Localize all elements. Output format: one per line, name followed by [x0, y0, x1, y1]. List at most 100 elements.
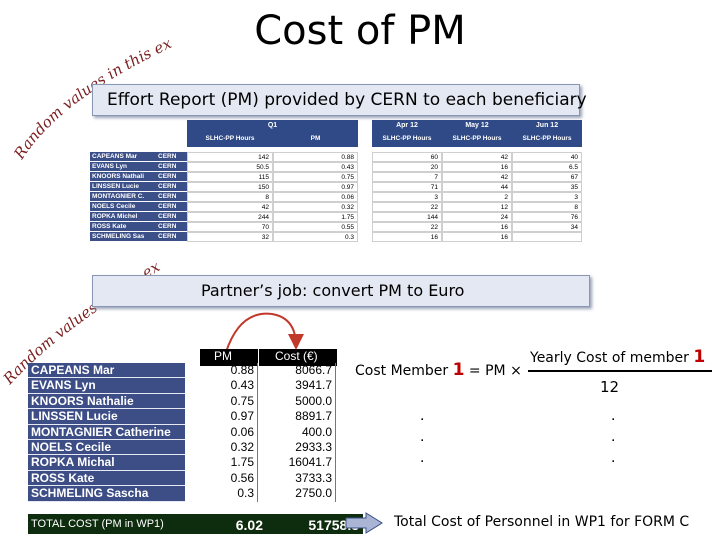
- monthly-cell: 22: [372, 202, 442, 212]
- hours-header: SLHC-PP Hours: [382, 135, 432, 142]
- monthly-cell: 44: [442, 182, 512, 192]
- cost-pm-header: PM: [214, 349, 232, 363]
- q1-cell-inst: CERN: [156, 152, 187, 162]
- cost-cell-cost: 2750.0: [258, 486, 336, 502]
- monthly-cell: 76: [512, 212, 582, 222]
- monthly-cell: 16: [442, 222, 512, 232]
- monthly-cell: 3: [512, 192, 582, 202]
- effort-report-banner-text: Effort Report (PM) provided by CERN to e…: [107, 90, 587, 110]
- q1-cell-pm: 0.75: [273, 172, 358, 182]
- monthly-table-row: 22 12 8: [372, 202, 582, 212]
- monthly-cell: 42: [442, 172, 512, 182]
- month-header: May 12: [465, 122, 489, 129]
- effort-report-banner: Effort Report (PM) provided by CERN to e…: [92, 84, 587, 116]
- q1-table-row: MONTAGNIER C. CERN 8 0.06: [90, 192, 358, 202]
- cost-header: PM Cost (€): [200, 349, 343, 366]
- cost-table-row: ROSS Kate 0.56 3733.3: [28, 470, 336, 487]
- cost-cell-cost: 3941.7: [258, 378, 336, 394]
- cost-table-row: SCHMELING Sascha 0.3 2750.0: [28, 486, 336, 502]
- month-header: Jun 12: [535, 122, 559, 129]
- monthly-cell: 35: [512, 182, 582, 192]
- cost-cell-pm: 0.88: [200, 363, 258, 379]
- fraction-bar: [528, 370, 712, 372]
- monthly-cell: 12: [442, 202, 512, 212]
- cost-table-row: LINSSEN Lucie 0.97 8891.7: [28, 409, 336, 425]
- q1-cell-inst: CERN: [156, 222, 187, 232]
- cost-cell-name: ROSS Kate: [28, 470, 185, 487]
- cost-table-row: MONTAGNIER Catherine 0.06 400.0: [28, 424, 336, 440]
- cost-cell-pm: 0.43: [200, 378, 258, 394]
- monthly-cell: 6.5: [512, 162, 582, 172]
- monthly-cell: 16: [442, 232, 512, 242]
- curved-arrow-icon: [225, 312, 304, 353]
- monthly-cell: 42: [442, 152, 512, 162]
- cost-cell-pm: 0.75: [200, 393, 258, 410]
- q1-rows: CAPEANS Mar CERN 142 0.88 EVANS Lyn CERN 50.5 0…: [90, 152, 358, 242]
- q1-table-row: ROPKA Michel CERN 244 1.75: [90, 212, 358, 222]
- cost-cell-cost: 16041.7: [258, 455, 336, 471]
- right-arrow-icon: [345, 512, 383, 534]
- q1-cell-inst: CERN: [156, 232, 187, 242]
- q1-table-row: ROSS Kate CERN 70 0.55: [90, 222, 358, 232]
- monthly-months-header: Apr 12 May 12 Jun 12: [372, 120, 582, 131]
- q1-cell-pm: 0.55: [273, 222, 358, 232]
- q1-cell-pm: 0.43: [273, 162, 358, 172]
- q1-cell-name: ROSS Kate: [90, 222, 156, 232]
- monthly-table-row: 7 42 67: [372, 172, 582, 182]
- total-personnel-note: Total Cost of Personnel in WP1 for FORM …: [394, 514, 690, 530]
- q1-cell-hours: 32: [187, 232, 273, 242]
- monthly-cell: 40: [512, 152, 582, 162]
- formula-denominator: 12: [600, 378, 620, 396]
- formula-numerator-number: 1: [693, 347, 706, 367]
- q1-cell-name: EVANS Lyn: [90, 162, 156, 172]
- watermark-text-top: Random values in this example: [0, 0, 175, 163]
- q1-cell-name: NOELS Cecile: [90, 202, 156, 212]
- q1-cell-pm: 1.75: [273, 212, 358, 222]
- q1-cell-hours: 142: [187, 152, 273, 162]
- partner-job-banner: Partner’s job: convert PM to Euro: [92, 275, 590, 307]
- ellipsis-right: ...: [611, 407, 616, 466]
- q1-cell-inst: CERN: [156, 212, 187, 222]
- hours-header: SLHC-PP Hours: [522, 135, 572, 142]
- q1-cell-name: ROPKA Michel: [90, 212, 156, 222]
- cost-cell-name: NOELS Cecile: [28, 439, 185, 456]
- q1-cell-name: SCHMELING Sas: [90, 232, 156, 242]
- cost-rows: CAPEANS Mar 0.88 8066.7 EVANS Lyn 0.43 3941.7…: [28, 363, 336, 502]
- cost-cell-pm: 0.97: [200, 409, 258, 425]
- monthly-cell: 144: [372, 212, 442, 222]
- cost-cell-name: CAPEANS Mar: [28, 363, 185, 379]
- monthly-table-row: 60 42 40: [372, 152, 582, 162]
- q1-cell-name: MONTAGNIER C.: [90, 192, 156, 202]
- cost-table-row: KNOORS Nathalie 0.75 5000.0: [28, 393, 336, 410]
- q1-cell-name: LINSSEN Lucie: [90, 182, 156, 192]
- monthly-cell: 16: [442, 162, 512, 172]
- cost-cell-pm: 0.32: [200, 439, 258, 456]
- cost-table-row: NOELS Cecile 0.32 2933.3: [28, 439, 336, 456]
- monthly-sub-header: SLHC-PP Hours SLHC-PP Hours SLHC-PP Hour…: [372, 131, 582, 147]
- monthly-cell: 20: [372, 162, 442, 172]
- q1-table-row: SCHMELING Sas CERN 32 0.3: [90, 232, 358, 242]
- cost-table: CAPEANS Mar 0.88 8066.7 EVANS Lyn 0.43 3941.7…: [28, 363, 336, 502]
- formula-lhs-text: Cost Member: [355, 363, 449, 379]
- cost-cell-pm: 0.3: [200, 486, 258, 502]
- q1-cell-inst: CERN: [156, 162, 187, 172]
- q1-table-row: KNOORS Nathali CERN 115 0.75: [90, 172, 358, 182]
- month-header: Apr 12: [396, 122, 418, 129]
- q1-table-row: LINSSEN Lucie CERN 150 0.97: [90, 182, 358, 192]
- q1-table-row: EVANS Lyn CERN 50.5 0.43: [90, 162, 358, 172]
- cost-cell-cost: 400.0: [258, 424, 336, 440]
- monthly-cell: 3: [372, 192, 442, 202]
- monthly-table-row: 22 16 34: [372, 222, 582, 232]
- cost-cell-pm: 1.75: [200, 455, 258, 471]
- q1-cell-hours: 244: [187, 212, 273, 222]
- monthly-cell: 7: [372, 172, 442, 182]
- formula-numerator: Yearly Cost of member 1: [530, 347, 705, 367]
- monthly-cell: 22: [372, 222, 442, 232]
- cost-cell-cost: 5000.0: [258, 393, 336, 410]
- total-cost-label: TOTAL COST (PM in WP1): [28, 514, 213, 534]
- cost-cell-cost: 8891.7: [258, 409, 336, 425]
- q1-hours-header: SLHC-PP Hours: [205, 135, 255, 142]
- q1-cell-hours: 115: [187, 172, 273, 182]
- formula-equals: = PM ×: [468, 363, 522, 379]
